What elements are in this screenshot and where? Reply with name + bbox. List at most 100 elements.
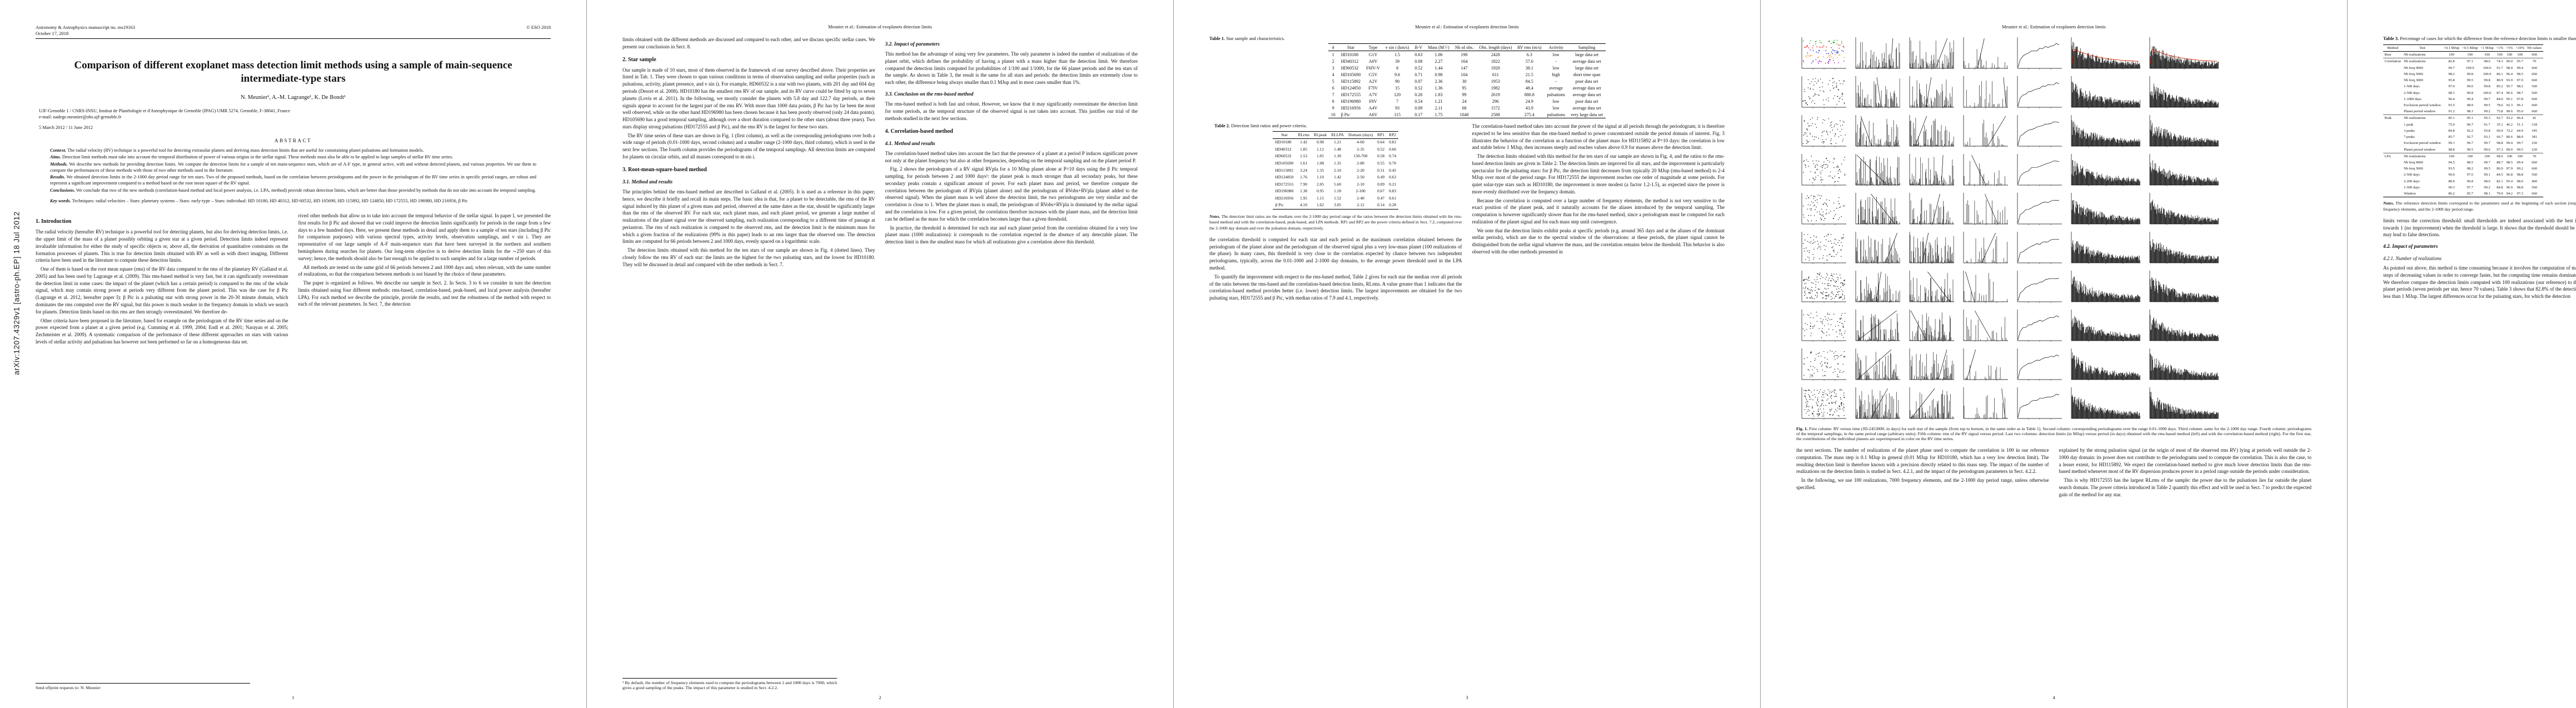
- paragraph: The paper is organized as follows. We de…: [298, 280, 551, 308]
- table-cell: 95.0: [2514, 108, 2526, 115]
- table-cell: 94.2: [2505, 191, 2514, 197]
- table-cell: 3.05: [1329, 202, 1346, 209]
- table-cell: 82.1: [2495, 178, 2504, 185]
- abstract: Context. The radial velocity (RV) techni…: [50, 147, 536, 194]
- table-header-cell: <1%: [2495, 45, 2504, 52]
- table-cell: HD105690: [1273, 160, 1296, 167]
- paragraph: explained by the strong pulsation signal…: [2059, 447, 2312, 475]
- table-cell: large data set: [1568, 64, 1606, 71]
- table-cell: 1920: [1476, 64, 1514, 71]
- figure-panel-win: [1958, 153, 2009, 190]
- table-cell: Nb realizations: [2403, 58, 2443, 65]
- table-cell: 2-200 days: [2403, 178, 2443, 185]
- table-header-cell: Activity: [1544, 44, 1568, 51]
- table-cell: 99.7: [2514, 140, 2526, 146]
- table-cell: 96.1: [2514, 102, 2526, 108]
- table-cell: 100: [2514, 153, 2526, 159]
- figure-panel-per: [1850, 308, 1901, 345]
- table-cell: 100: [2461, 52, 2479, 58]
- figure-panel-per: [1904, 114, 1955, 151]
- table-cell: 660: [2526, 65, 2543, 71]
- page-number: 5: [2348, 695, 2576, 700]
- table-cell: 660: [2526, 108, 2543, 115]
- paragraph: Because the correlation is computed over…: [1472, 197, 1725, 226]
- table-cell: [2383, 122, 2403, 128]
- table-cell: Planet period window: [2403, 108, 2443, 115]
- table-cell: 0.49: [1375, 174, 1387, 181]
- table-cell: 115: [1383, 111, 1412, 118]
- table-cell: 0.70: [1387, 160, 1398, 167]
- table-cell: 24.9: [1514, 98, 1544, 104]
- table-cell: 0.98: [1312, 139, 1329, 146]
- figure-panel-lim: [2144, 270, 2220, 306]
- table-cell: 104: [1452, 71, 1477, 78]
- table-cell: 1.18: [1329, 188, 1346, 195]
- table-cell: 1.21: [1425, 98, 1452, 104]
- table-cell: HD40312: [1273, 146, 1296, 153]
- figure-panel-win: [1958, 75, 2009, 112]
- table3-caption-label: Table 3.: [2383, 36, 2399, 41]
- table-cell: 9.6: [1383, 71, 1412, 78]
- table-cell: [2383, 134, 2403, 140]
- table-cell: 8: [1383, 64, 1412, 71]
- paragraph: As pointed out above, this method is tim…: [2383, 265, 2576, 300]
- table-cell: average data set: [1568, 58, 1606, 64]
- arxiv-stamp: arXiv:1207.4329v1 [astro-ph.EP] 18 Jul 2…: [13, 176, 21, 411]
- table-cell: F6IV-V: [1363, 64, 1383, 71]
- table-cell: 1.12: [1312, 146, 1329, 153]
- table-cell: 84.5: [1514, 78, 1544, 84]
- table-cell: [2383, 185, 2403, 191]
- table-cell: 1.21: [1329, 139, 1346, 146]
- table-cell: 94.5: [2442, 159, 2460, 166]
- table-cell: 2-50: [1346, 174, 1375, 181]
- table-cell: 2588: [1476, 111, 1514, 118]
- table-cell: Peak: [2383, 115, 2403, 122]
- table-cell: 60.9: [2495, 128, 2504, 134]
- table-cell: 0.63: [1412, 51, 1425, 58]
- figure-panel-rv: [1796, 386, 1847, 423]
- subsection-heading: 3.1. Method and results: [622, 179, 875, 186]
- paragraph-lead: Methods.: [50, 162, 69, 167]
- table-cell: 0.74: [1387, 153, 1398, 160]
- figure-1: [1796, 36, 2311, 423]
- paragraph: One of them is based on the root mean sq…: [36, 266, 288, 315]
- table-cell: HD10180: [1273, 139, 1296, 146]
- table-cell: 95.7: [2505, 83, 2514, 89]
- figure-panel-per: [1904, 36, 1955, 73]
- table-cell: 660: [2526, 102, 2543, 108]
- table-cell: 91.7: [2495, 65, 2504, 71]
- paragraph: The detection limits obtained with this …: [1472, 153, 1725, 196]
- paragraph: Our sample is made of 10 stars, most of …: [622, 67, 875, 131]
- table-cell: HD40312: [1338, 58, 1364, 64]
- table-cell: 99.6: [2479, 147, 2495, 153]
- table-cell: [2383, 178, 2403, 185]
- manuscript-number: Astronomy & Astrophysics manuscript no. …: [36, 24, 135, 30]
- table-cell: 1048: [1452, 111, 1477, 118]
- paragraph: Fig. 2 shows the periodogram of a RV sig…: [885, 166, 1138, 222]
- figure-panel-rv: [1796, 192, 1847, 228]
- paragraph: In the following, we use 100 realization…: [1796, 477, 2049, 491]
- table-cell: 6.3: [1514, 51, 1544, 58]
- table-cell: 75.8: [2495, 108, 2504, 115]
- subsubsection-heading: 4.2.1. Number of realizations: [2383, 255, 2576, 262]
- table-cell: 2428: [1476, 51, 1514, 58]
- table1-caption: Table 1. Star sample and characteristics…: [1209, 36, 1725, 41]
- table-cell: 1-500 days: [2403, 83, 2443, 89]
- figure-panel-lim: [2066, 36, 2141, 73]
- table-cell: 100: [2442, 153, 2460, 159]
- table-cell: 96.8: [2461, 178, 2479, 185]
- table-cell: 100.0: [2479, 71, 2495, 77]
- table-cell: 1953: [1476, 78, 1514, 84]
- table-cell: 72.2: [2505, 128, 2514, 134]
- table-cell: 1.76: [1296, 174, 1312, 181]
- table-cell: 99.7: [2461, 140, 2479, 146]
- table-cell: 147: [1452, 64, 1477, 71]
